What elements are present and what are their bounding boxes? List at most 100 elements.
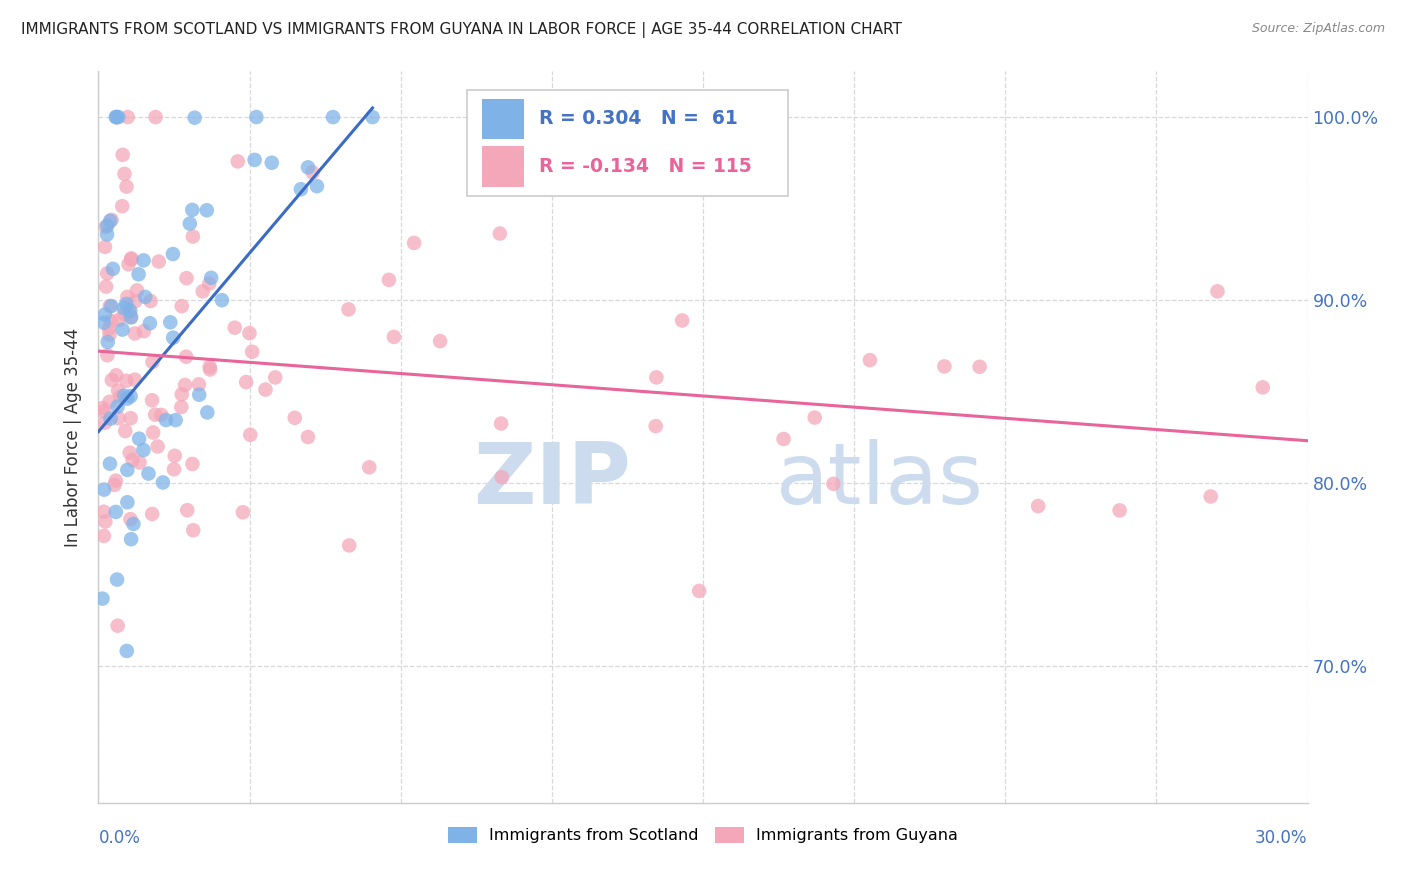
Point: [290, 182, 312, 196]
Point: [132, 324, 155, 338]
Point: [98, 214, 121, 228]
Point: [803, 410, 825, 425]
Point: [120, 532, 142, 546]
Point: [124, 294, 146, 309]
Point: [93, 316, 115, 330]
Point: [117, 110, 139, 124]
Point: [491, 470, 513, 484]
Point: [120, 252, 142, 266]
Point: [191, 285, 214, 299]
Point: [211, 293, 233, 308]
Point: [112, 389, 135, 403]
Point: [96, 348, 118, 362]
Point: [150, 408, 173, 422]
Point: [934, 359, 956, 374]
Point: [488, 227, 510, 241]
Point: [100, 299, 122, 313]
Text: R = -0.134   N = 115: R = -0.134 N = 115: [538, 157, 751, 176]
Point: [198, 362, 221, 376]
Point: [1026, 499, 1049, 513]
Point: [96, 267, 118, 281]
Point: [120, 512, 142, 526]
Point: [100, 314, 122, 328]
Point: [112, 307, 135, 321]
Text: Source: ZipAtlas.com: Source: ZipAtlas.com: [1251, 22, 1385, 36]
Point: [120, 310, 142, 324]
Point: [181, 229, 204, 244]
Point: [98, 299, 121, 313]
Y-axis label: In Labor Force | Age 35-44: In Labor Force | Age 35-44: [65, 327, 83, 547]
Point: [181, 202, 204, 217]
Text: IMMIGRANTS FROM SCOTLAND VS IMMIGRANTS FROM GUYANA IN LABOR FORCE | AGE 35-44 CO: IMMIGRANTS FROM SCOTLAND VS IMMIGRANTS F…: [21, 22, 903, 38]
Point: [176, 503, 198, 517]
Point: [143, 408, 166, 422]
Point: [159, 315, 181, 329]
Point: [141, 393, 163, 408]
Point: [226, 154, 249, 169]
Point: [94, 308, 117, 322]
Point: [93, 404, 115, 418]
Point: [254, 383, 277, 397]
Point: [94, 416, 117, 430]
Point: [139, 294, 162, 309]
Point: [111, 148, 134, 162]
Point: [115, 297, 138, 311]
Point: [120, 411, 142, 425]
Point: [138, 467, 160, 481]
Point: [120, 389, 142, 403]
Point: [96, 227, 118, 242]
Point: [103, 478, 125, 492]
Point: [114, 167, 136, 181]
Point: [284, 410, 307, 425]
Point: [125, 284, 148, 298]
Point: [94, 279, 117, 293]
Point: [98, 457, 121, 471]
Point: [115, 644, 138, 658]
Point: [235, 375, 257, 389]
Point: [100, 411, 122, 425]
Point: [108, 313, 131, 327]
Point: [120, 303, 142, 318]
Point: [114, 424, 136, 438]
Point: [145, 110, 167, 124]
Point: [124, 373, 146, 387]
Point: [238, 326, 260, 341]
Point: [117, 495, 139, 509]
Point: [359, 460, 381, 475]
Point: [297, 161, 319, 175]
Point: [148, 254, 170, 268]
Point: [232, 505, 254, 519]
Point: [107, 618, 129, 632]
Point: [134, 290, 156, 304]
Point: [322, 110, 344, 124]
Point: [141, 507, 163, 521]
Point: [104, 474, 127, 488]
Point: [107, 411, 129, 425]
Point: [404, 235, 426, 250]
Point: [97, 321, 120, 335]
Point: [105, 110, 128, 124]
Text: ZIP: ZIP: [472, 440, 630, 523]
Point: [141, 355, 163, 369]
Text: 0.0%: 0.0%: [98, 829, 141, 847]
Point: [94, 515, 117, 529]
Point: [128, 432, 150, 446]
Point: [93, 483, 115, 497]
Point: [198, 359, 221, 374]
Point: [823, 476, 845, 491]
Point: [176, 271, 198, 285]
Point: [115, 374, 138, 388]
Point: [100, 213, 122, 227]
Point: [297, 430, 319, 444]
Point: [117, 257, 139, 271]
Point: [94, 219, 117, 234]
Point: [337, 302, 360, 317]
Point: [104, 505, 127, 519]
Point: [120, 252, 142, 267]
Point: [163, 462, 186, 476]
Point: [337, 538, 360, 552]
Point: [93, 529, 115, 543]
Point: [243, 153, 266, 167]
Text: R = 0.304   N =  61: R = 0.304 N = 61: [538, 110, 737, 128]
Point: [93, 505, 115, 519]
